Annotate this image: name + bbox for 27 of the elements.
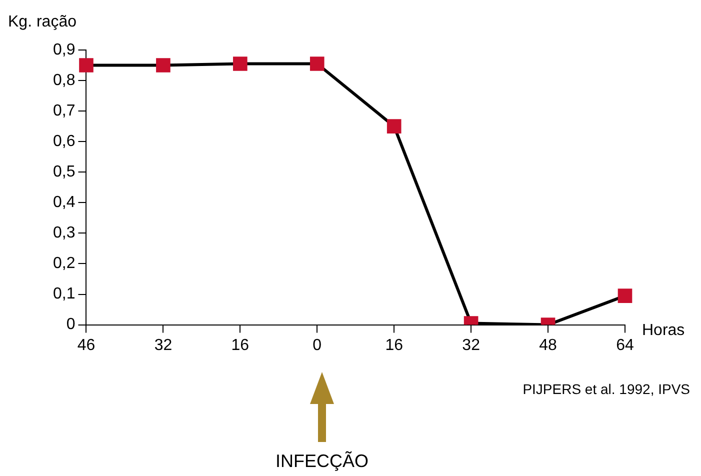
- text: PIJPERS et al. 1992, IPVS: [522, 380, 690, 397]
- y-tick-label: 0,5: [52, 164, 76, 181]
- y-tick-label: 0,2: [52, 255, 76, 272]
- x-tick-label: 0: [312, 336, 322, 354]
- y-tick-label: 0: [66, 316, 76, 334]
- point: [156, 58, 170, 72]
- point: [310, 56, 324, 71]
- y-tick-label: 0,7: [52, 102, 76, 120]
- x-tick-label: 16: [385, 336, 404, 354]
- x-axis-title: Horas: [642, 322, 685, 340]
- y-tick-label: 0,9: [52, 41, 76, 58]
- y-tick-label: 0,4: [52, 194, 76, 212]
- y-axis-title: Kg. ração: [8, 13, 77, 30]
- point: [386, 119, 402, 134]
- x-tick-label: 32: [462, 336, 480, 354]
- y-tick-label: 0,3: [52, 224, 76, 242]
- x-tick-label: 48: [539, 336, 558, 354]
- text: INFECÇÃO: [275, 450, 369, 471]
- point: [79, 58, 94, 72]
- x-tick-label: 64: [616, 336, 634, 354]
- x-tick-label: 32: [154, 336, 172, 354]
- y-tick-label: 0,6: [52, 133, 76, 150]
- y-tick-label: 0,8: [52, 72, 76, 89]
- point: [233, 56, 248, 71]
- x-tick-label: 16: [231, 336, 250, 354]
- x-tick-label: 46: [77, 336, 96, 354]
- y-tick-label: 0,1: [52, 286, 76, 303]
